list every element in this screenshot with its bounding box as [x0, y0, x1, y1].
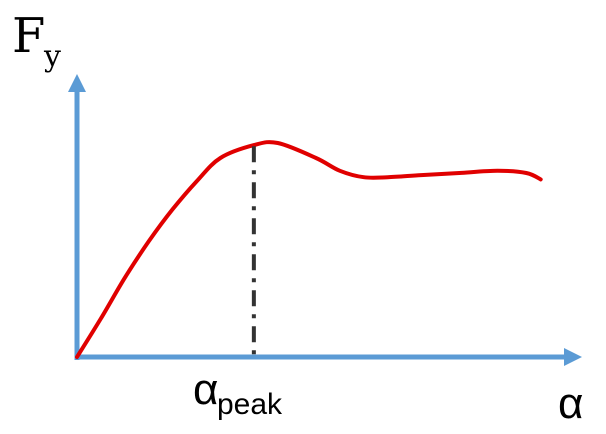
x-axis-label: α: [558, 379, 583, 428]
data-series-curve: [75, 140, 543, 359]
x-axis-arrow: [564, 348, 582, 366]
y-axis-arrow: [68, 74, 86, 92]
y-axis-label-main: F: [12, 8, 45, 64]
y-axis-label-sub: y: [43, 39, 61, 74]
peak-marker-label-sub: peak: [217, 388, 283, 421]
peak-marker-label-main: α: [193, 365, 218, 414]
